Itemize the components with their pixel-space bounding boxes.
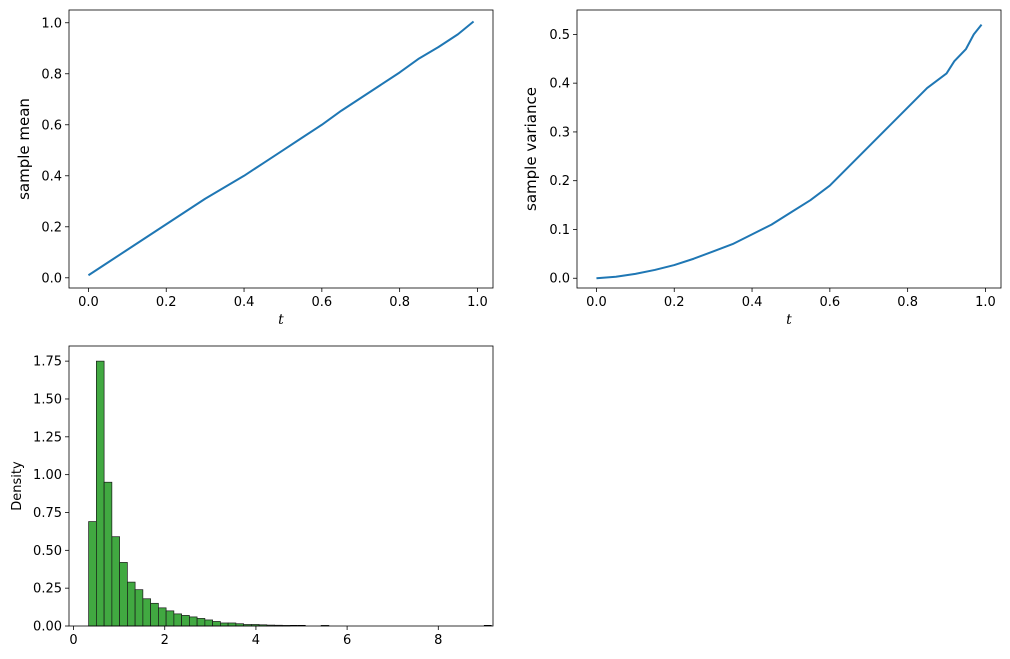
y-tick-label: 0.0 [549,272,570,287]
histogram-bar [103,481,113,627]
x-tick-label: 0.0 [586,295,607,310]
histogram-bar [181,615,190,627]
x-tick-label: 0.6 [820,295,841,310]
x-tick-label: 0.4 [234,295,255,310]
histogram-bar [158,607,167,627]
x-tick-label: 8 [434,633,442,648]
y-axis-label: Density [10,461,25,511]
histogram-bar [173,613,182,627]
x-tick-label: 0.8 [897,295,918,310]
histogram-bar [165,610,175,627]
histogram-bar [119,562,128,627]
x-tick-label: 6 [343,633,351,648]
x-tick-label: 0.8 [389,295,410,310]
x-tick-label: 0.2 [664,295,685,310]
y-tick-label: 1.00 [33,468,62,483]
x-tick-label: 1.0 [467,295,488,310]
y-tick-label: 0.4 [41,169,62,184]
histogram-bar [227,622,237,627]
x-tick-label: 0 [69,633,77,648]
y-axis-label: sample mean [15,98,33,200]
histogram-bar [142,598,151,627]
x-axis-label: t [278,312,284,328]
x-tick-label: 2 [161,633,169,648]
y-tick-label: 0.5 [549,28,570,43]
histogram-bar [127,581,136,627]
x-tick-label: 0.2 [156,295,177,310]
axes-frame [576,9,1002,289]
y-tick-label: 0.3 [549,125,570,140]
y-tick-label: 0.50 [33,544,62,559]
y-tick-label: 0.25 [33,582,62,597]
x-tick-label: 0.0 [78,295,99,310]
series-line [87,20,475,277]
y-tick-label: 1.25 [33,430,62,445]
x-tick-label: 0.4 [742,295,763,310]
histogram-bar [88,521,97,627]
x-tick-label: 0.6 [312,295,333,310]
histogram-bar [212,621,221,627]
histogram-bar [150,602,159,627]
chart-panel-3: 0 2 4 6 8 0.00 0.25 0.50 0.75 1.00 1.25 1.50 1.75 Den… [10,345,494,648]
histogram-bar [134,589,144,627]
chart-panel-2: 0.0 0.2 0.4 0.6 0.8 1.0 0.0 0.1 0.2 0.3 0.4 0.5 t sam… [522,9,1002,328]
y-tick-label: 1.75 [33,355,62,370]
histogram-bar [95,360,105,627]
axes-frame [68,9,494,289]
x-tick-label: 1.0 [975,295,996,310]
y-tick-label: 1.0 [41,16,62,31]
chart-panel-1: 0.0 0.2 0.4 0.6 0.8 1.0 0.0 0.2 0.4 0.6 0.8 1.0 t sam… [15,9,494,328]
y-tick-label: 0.2 [549,174,570,189]
y-axis-label: sample variance [522,87,540,211]
axes-frame [68,345,494,627]
y-tick-label: 0.1 [549,223,570,238]
series-line [596,24,983,280]
x-tick-label: 4 [252,633,260,648]
y-tick-label: 0.75 [33,506,62,521]
histogram-bar [189,616,198,627]
y-tick-label: 0.8 [41,67,62,82]
histogram-bar [196,618,206,627]
y-tick-label: 1.50 [33,392,62,407]
y-tick-label: 0.6 [41,118,62,133]
y-tick-label: 0.2 [41,220,62,235]
y-tick-label: 0.4 [549,77,570,92]
histogram-bar [220,622,229,627]
histogram-bar [111,536,120,627]
histogram-bar [204,619,213,627]
x-axis-label: t [786,312,792,328]
y-tick-label: 0.00 [33,620,62,635]
y-tick-label: 0.0 [41,271,62,286]
